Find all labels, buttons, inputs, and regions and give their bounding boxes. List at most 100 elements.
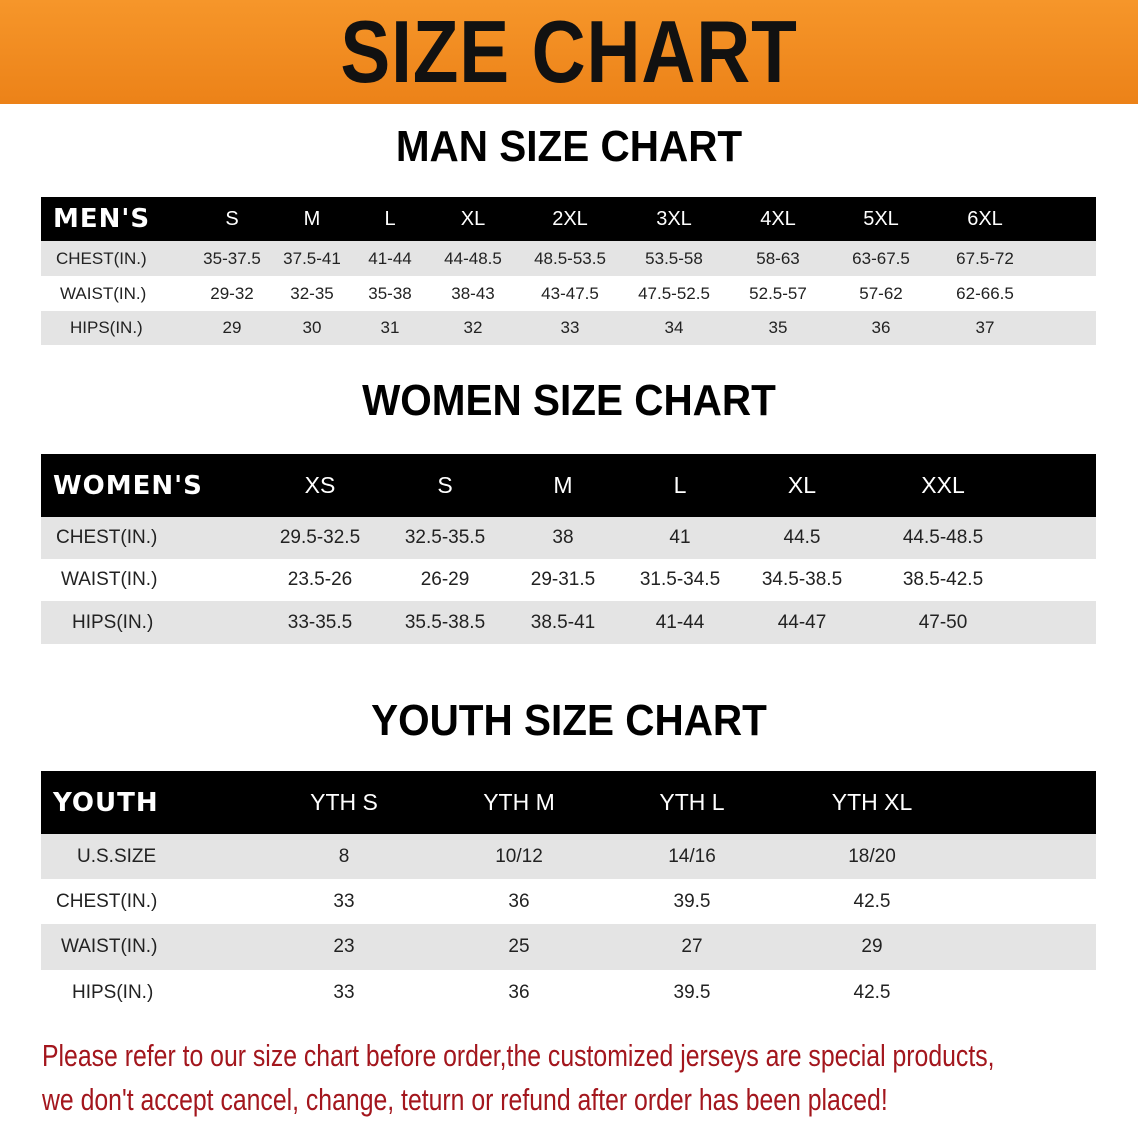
table-row: HIPS(IN.) 33 36 39.5 42.5 xyxy=(41,970,1096,1016)
table-cell: 18/20 xyxy=(848,845,896,867)
table-cell: 44.5-48.5 xyxy=(902,527,984,548)
row-label: WAIST(IN.) xyxy=(61,569,158,590)
table-cell: 38-43 xyxy=(451,283,495,303)
table-cell: 8 xyxy=(338,845,350,867)
header-size: M xyxy=(553,472,573,498)
table-cell: 48.5-53.5 xyxy=(534,248,606,268)
table-cell: 31.5-34.5 xyxy=(639,569,721,590)
table-row: WAIST(IN.) 23.5-26 26-29 29-31.5 31.5-34.5 34… xyxy=(41,559,1096,601)
table-row: CHEST(IN.) 29.5-32.5 32.5-35.5 38 41 44.5 44.5… xyxy=(41,517,1096,559)
table-cell: 38.5-41 xyxy=(530,611,596,633)
table-cell: 37.5-41 xyxy=(283,248,341,268)
table-row: HIPS(IN.) 29 30 31 32 33 34 35 36 37 xyxy=(41,311,1096,345)
table-row: CHEST(IN.) 33 36 39.5 42.5 xyxy=(41,879,1096,924)
youth-header-row: YOUTH YTH S YTH M YTH L YTH XL xyxy=(41,771,1096,834)
header-size: 6XL xyxy=(967,207,1003,230)
table-cell: 34.5-38.5 xyxy=(761,569,843,590)
header-size: XXL xyxy=(921,472,965,498)
table-cell: 47.5-52.5 xyxy=(638,283,710,303)
table-cell: 33 xyxy=(560,318,580,337)
table-cell: 31 xyxy=(380,318,400,337)
table-cell: 41 xyxy=(669,527,691,548)
table-row: U.S.SIZE 8 10/12 14/16 18/20 xyxy=(41,834,1096,879)
table-cell: 35 xyxy=(768,318,788,337)
table-cell: 32.5-35.5 xyxy=(404,527,486,548)
table-cell: 35-38 xyxy=(368,283,412,303)
header-label: YOUTH xyxy=(53,787,159,818)
header-size: YTH M xyxy=(483,789,555,815)
header-label: WOMEN'S xyxy=(53,470,203,501)
table-cell: 38.5-42.5 xyxy=(902,569,984,590)
table-row: WAIST(IN.) 29-32 32-35 35-38 38-43 43-47.5 47.… xyxy=(41,276,1096,311)
header-size: YTH L xyxy=(659,789,725,815)
table-cell: 36 xyxy=(508,890,530,912)
table-cell: 29 xyxy=(861,936,883,957)
table-cell: 44-47 xyxy=(777,611,827,633)
notice-line-1: Please refer to our size chart before or… xyxy=(42,1038,995,1073)
table-cell: 57-62 xyxy=(859,283,903,303)
row-label: CHEST(IN.) xyxy=(56,527,158,548)
header-size: YTH S xyxy=(310,789,378,815)
header-size: S xyxy=(437,472,453,498)
banner-title: SIZE CHART xyxy=(340,2,798,101)
header-size: XS xyxy=(304,472,336,498)
men-section-title: MAN SIZE CHART xyxy=(395,122,743,171)
table-cell: 52.5-57 xyxy=(749,283,807,303)
youth-section-title: YOUTH SIZE CHART xyxy=(371,696,767,745)
table-cell: 29-32 xyxy=(210,283,254,303)
table-row: HIPS(IN.) 33-35.5 35.5-38.5 38.5-41 41-44 44-… xyxy=(41,601,1096,644)
women-header-row: WOMEN'S XS S M L XL XXL xyxy=(41,454,1096,517)
row-label: HIPS(IN.) xyxy=(72,611,154,633)
women-section-title: WOMEN SIZE CHART xyxy=(362,376,776,425)
header-size: 5XL xyxy=(863,207,899,230)
table-cell: 39.5 xyxy=(673,982,711,1003)
table-cell: 32-35 xyxy=(290,283,334,303)
table-cell: 43-47.5 xyxy=(541,283,599,303)
header-size: YTH XL xyxy=(831,789,913,815)
table-cell: 33-35.5 xyxy=(287,611,353,633)
table-row: WAIST(IN.) 23 25 27 29 xyxy=(41,924,1096,970)
header-size: 2XL xyxy=(552,207,588,230)
table-cell: 62-66.5 xyxy=(956,283,1014,303)
table-cell: 39.5 xyxy=(673,890,711,912)
table-cell: 63-67.5 xyxy=(852,248,910,268)
row-label: CHEST(IN.) xyxy=(56,248,147,268)
table-cell: 36 xyxy=(508,982,530,1003)
banner: SIZE CHART xyxy=(0,0,1138,104)
men-size-table: MEN'S S M L XL 2XL 3XL 4XL 5XL 6XL CHEST(IN.) 35-37… xyxy=(41,197,1096,345)
youth-size-table: YOUTH YTH S YTH M YTH L YTH XL U.S.SIZE 8 10/12… xyxy=(41,771,1096,1016)
header-size: M xyxy=(303,207,321,230)
table-cell: 26-29 xyxy=(420,569,470,590)
table-cell: 34 xyxy=(664,318,684,337)
header-label: MEN'S xyxy=(53,204,151,234)
table-cell: 29.5-32.5 xyxy=(279,527,361,548)
table-cell: 27 xyxy=(681,936,703,957)
table-cell: 33 xyxy=(333,890,355,912)
header-size: S xyxy=(225,207,239,230)
table-cell: 35-37.5 xyxy=(203,248,261,268)
table-cell: 41-44 xyxy=(655,611,705,633)
header-size: L xyxy=(384,207,396,230)
table-cell: 67.5-72 xyxy=(956,248,1014,268)
row-label: WAIST(IN.) xyxy=(60,283,147,303)
table-cell: 14/16 xyxy=(668,845,716,867)
table-cell: 35.5-38.5 xyxy=(404,611,486,633)
table-cell: 47-50 xyxy=(918,611,968,633)
header-size: 4XL xyxy=(760,207,796,230)
table-cell: 44.5 xyxy=(783,527,821,548)
header-size: 3XL xyxy=(656,207,692,230)
notice-line-2: we don't accept cancel, change, teturn o… xyxy=(42,1082,888,1117)
row-label: HIPS(IN.) xyxy=(72,982,154,1003)
table-cell: 58-63 xyxy=(756,248,800,268)
table-row: CHEST(IN.) 35-37.5 37.5-41 41-44 44-48.5 48.5… xyxy=(41,241,1096,276)
table-cell: 25 xyxy=(508,936,530,957)
table-cell: 37 xyxy=(975,318,995,337)
table-cell: 38 xyxy=(552,527,574,548)
header-size: L xyxy=(673,472,687,498)
table-cell: 29 xyxy=(222,318,242,337)
row-label: WAIST(IN.) xyxy=(61,936,158,957)
table-cell: 36 xyxy=(871,318,891,337)
table-cell: 23 xyxy=(333,936,355,957)
table-cell: 42.5 xyxy=(853,982,891,1003)
header-size: XL xyxy=(787,472,817,498)
